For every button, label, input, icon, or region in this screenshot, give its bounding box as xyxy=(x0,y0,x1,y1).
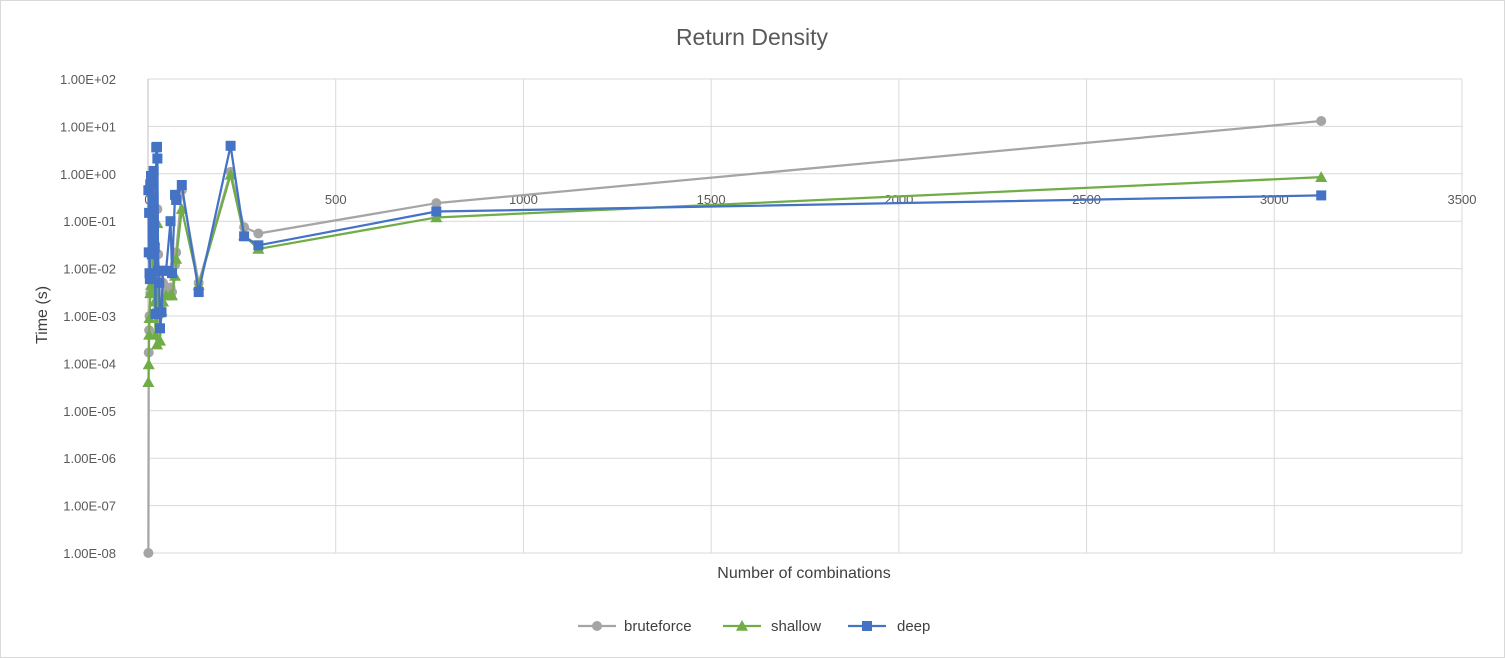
data-point-shallow xyxy=(143,312,156,323)
series-bruteforce xyxy=(143,115,1327,558)
data-point-bruteforce xyxy=(431,198,442,209)
y-tick-label: 1.00E+01 xyxy=(60,119,116,134)
data-point-deep xyxy=(144,268,155,279)
legend: bruteforce shallow deep xyxy=(578,618,930,635)
data-point-shallow xyxy=(224,168,237,180)
legend-marker-deep xyxy=(862,621,872,631)
x-axis-title: Number of combinations xyxy=(717,565,890,582)
y-tick-label: 1.00E-03 xyxy=(63,309,116,324)
data-point-deep xyxy=(152,141,163,152)
data-point-shallow xyxy=(142,376,155,388)
legend-label-shallow: shallow xyxy=(771,618,821,635)
data-point-shallow xyxy=(142,358,155,370)
y-tick-label: 1.00E-07 xyxy=(63,499,116,514)
data-point-deep xyxy=(144,274,155,285)
legend-item-deep: deep xyxy=(848,618,930,635)
legend-marker-bruteforce xyxy=(592,621,602,631)
data-point-deep xyxy=(171,195,182,206)
legend-item-shallow: shallow xyxy=(723,618,821,635)
data-point-deep xyxy=(225,140,236,151)
series-shallow xyxy=(142,168,1328,388)
data-point-deep xyxy=(1316,190,1327,201)
series-deep xyxy=(143,140,1327,334)
data-point-deep xyxy=(170,189,181,200)
data-point-deep xyxy=(146,170,157,181)
data-point-deep xyxy=(145,179,156,190)
data-point-shallow xyxy=(149,328,162,340)
legend-label-bruteforce: bruteforce xyxy=(624,618,692,635)
data-point-deep xyxy=(149,242,160,253)
data-point-deep xyxy=(155,323,166,334)
x-tick-label: 500 xyxy=(325,192,347,207)
x-tick-label: 1500 xyxy=(697,192,726,207)
data-point-deep xyxy=(144,207,155,218)
data-point-shallow xyxy=(166,289,179,301)
grid xyxy=(147,78,1463,554)
data-point-bruteforce xyxy=(1316,115,1327,126)
data-point-bruteforce xyxy=(143,548,154,558)
data-point-deep xyxy=(150,309,161,320)
y-tick-label: 1.00E-08 xyxy=(63,546,116,561)
data-point-deep xyxy=(146,249,157,260)
data-point-deep xyxy=(154,277,165,288)
legend-item-bruteforce: bruteforce xyxy=(578,618,692,635)
data-point-deep xyxy=(152,153,163,164)
x-tick-label: 2000 xyxy=(884,192,913,207)
data-point-deep xyxy=(143,185,154,196)
y-tick-label: 1.00E-02 xyxy=(63,262,116,277)
data-point-deep xyxy=(253,240,264,251)
y-tick-label: 1.00E-04 xyxy=(63,356,116,371)
y-tick-label: 1.00E+00 xyxy=(60,167,116,182)
data-point-deep xyxy=(156,307,167,318)
y-tick-label: 1.00E+02 xyxy=(60,72,116,87)
data-point-bruteforce xyxy=(253,228,264,239)
data-point-shallow xyxy=(154,334,167,346)
y-axis-title: Time (s) xyxy=(34,286,51,344)
x-tick-label: 3500 xyxy=(1448,192,1477,207)
data-point-deep xyxy=(176,180,187,191)
x-tick-label: 3000 xyxy=(1260,192,1289,207)
data-point-deep xyxy=(165,216,176,227)
chart-title: Return Density xyxy=(676,24,829,50)
series-layer xyxy=(142,115,1328,558)
legend-label-deep: deep xyxy=(897,618,930,635)
data-point-shallow xyxy=(430,211,443,223)
data-point-deep xyxy=(161,265,172,276)
data-point-deep xyxy=(147,230,158,241)
y-tick-label: 1.00E-05 xyxy=(63,404,116,419)
legend-marker-shallow xyxy=(736,620,748,631)
y-tick-label: 1.00E-06 xyxy=(63,451,116,466)
data-point-deep xyxy=(239,231,250,242)
data-point-deep xyxy=(148,165,159,176)
data-point-deep xyxy=(431,206,442,217)
y-tick-label: 1.00E-01 xyxy=(63,214,116,229)
y-axis-ticks: 1.00E-08 1.00E-07 1.00E-06 1.00E-05 1.00E-04… xyxy=(60,72,116,561)
data-point-shallow xyxy=(145,279,158,290)
data-point-deep xyxy=(193,287,204,298)
data-point-shallow xyxy=(1315,171,1328,182)
data-point-deep xyxy=(167,268,178,279)
